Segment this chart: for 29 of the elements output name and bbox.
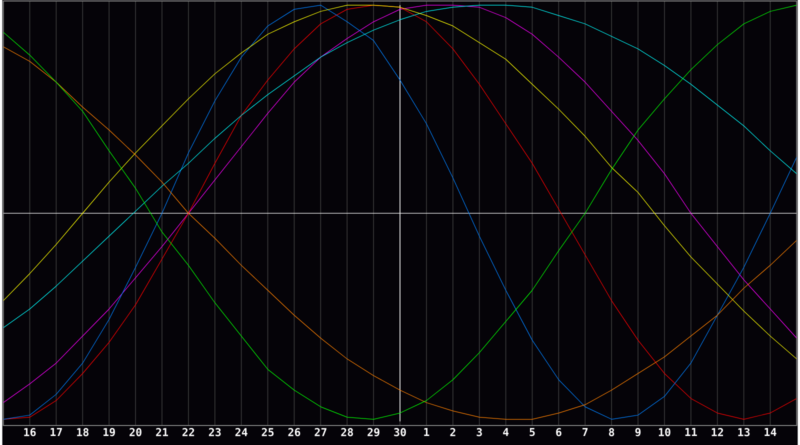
x-tick-label: 26 — [288, 428, 300, 436]
x-tick-label: 3 — [476, 428, 482, 436]
x-tick-label: 22 — [182, 428, 194, 436]
x-tick-label: 5 — [530, 428, 535, 436]
x-tick-label: 30 — [394, 428, 406, 436]
x-tick-label: 29 — [368, 428, 380, 436]
x-tick-label: 20 — [130, 428, 142, 436]
x-tick-label: 10 — [658, 428, 670, 436]
x-tick-label: 1 — [424, 428, 430, 436]
x-tick-label: 27 — [314, 428, 326, 436]
x-tick-label: 25 — [262, 428, 274, 436]
x-tick-label: 18 — [77, 428, 89, 436]
x-tick-label: 23 — [208, 428, 221, 436]
x-tick-label: 17 — [50, 428, 62, 436]
x-tick-label: 21 — [156, 428, 168, 436]
x-tick-label: 12 — [712, 428, 724, 436]
x-tick-label: 28 — [341, 428, 353, 436]
x-tick-label: 16 — [24, 428, 36, 436]
x-tick-label: 2 — [450, 428, 456, 436]
x-tick-label: 14 — [764, 428, 776, 436]
x-tick-label: 19 — [104, 428, 115, 436]
x-tick-label: 8 — [608, 428, 614, 436]
x-tick-label: 24 — [235, 428, 248, 436]
x-tick-label: 9 — [635, 428, 641, 436]
x-tick-label: 6 — [556, 428, 562, 436]
x-tick-label: 13 — [738, 428, 750, 436]
x-tick-label: 11 — [685, 428, 697, 436]
x-tick-label: 4 — [503, 428, 509, 436]
x-tick-label: 7 — [582, 428, 588, 436]
